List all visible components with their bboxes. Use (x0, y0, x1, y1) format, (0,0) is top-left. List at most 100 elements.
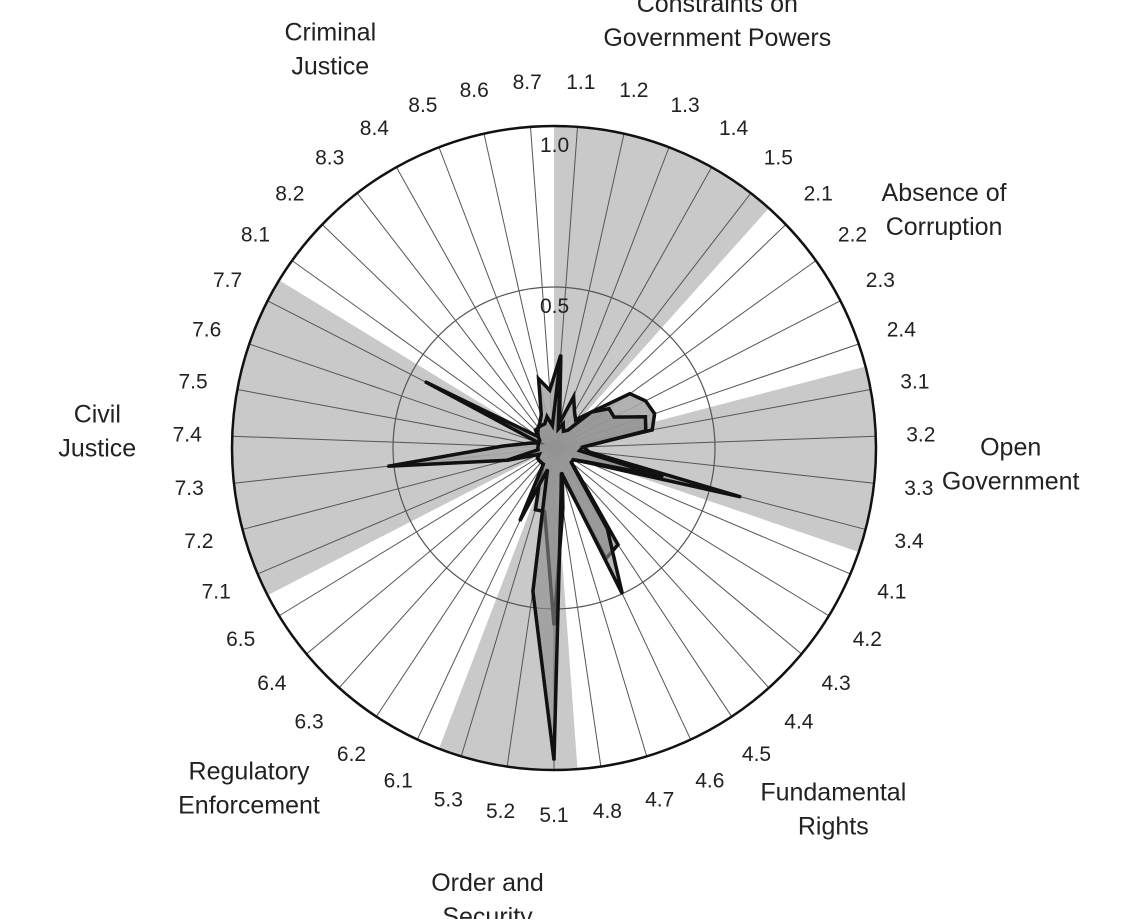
data-point-s2-2-4 (644, 416, 647, 418)
data-point-s1-8-2 (534, 429, 537, 431)
data-point-s2-1-3 (562, 423, 564, 425)
data-point-s2-4-1 (585, 461, 588, 463)
tick-label-1-5: 1.5 (764, 147, 793, 170)
data-point-s2-7-4 (537, 446, 539, 449)
tick-label-4-4: 4.4 (784, 710, 814, 733)
data-point-s1-1-3 (572, 396, 575, 398)
data-point-s1-1-4 (573, 410, 576, 413)
tick-label-2-4: 2.4 (887, 319, 917, 342)
tick-label-7-7: 7.7 (213, 269, 242, 292)
tick-label-2-1: 2.1 (804, 182, 833, 205)
tick-label-3-3: 3.3 (904, 477, 933, 500)
tick-label-6-2: 6.2 (337, 743, 366, 766)
grid-ring-outer (230, 124, 878, 772)
tick-label-1-4: 1.4 (719, 117, 749, 140)
data-point-s2-4-5 (606, 527, 609, 530)
data-point-s2-4-3 (570, 461, 573, 464)
data-point-s2-2-1 (590, 411, 592, 414)
data-point-s2-4-4 (576, 473, 579, 476)
tick-label-4-5: 4.5 (742, 743, 771, 766)
data-point-s2-7-6 (538, 442, 540, 444)
data-point-s2-7-1 (538, 453, 540, 456)
group-label-constraints-on-government-powers-line-1: Constraints on (637, 0, 798, 18)
tick-label-8-4: 8.4 (360, 117, 390, 140)
data-point-s1-8-6 (537, 378, 540, 380)
data-point-s2-3-2 (582, 446, 584, 448)
tick-label-1-1: 1.1 (566, 71, 595, 94)
tick-label-2-3: 2.3 (866, 269, 895, 292)
tick-label-7-4: 7.4 (173, 424, 203, 447)
data-point-s1-8-4 (539, 421, 541, 424)
tick-label-4-8: 4.8 (593, 800, 622, 823)
data-point-s1-1-5 (574, 419, 577, 421)
data-point-s2-4-7 (560, 471, 563, 474)
tick-label-3-4: 3.4 (894, 530, 924, 553)
data-point-s1-7-4 (501, 445, 504, 447)
data-point-s2-4-6 (621, 593, 624, 595)
group-label-order-and-security-line-1: Order and (431, 869, 544, 897)
tick-label-6-5: 6.5 (226, 628, 255, 651)
data-point-s1-4-5 (617, 543, 619, 546)
tick-label-3-1: 3.1 (900, 370, 929, 393)
tick-label-1-2: 1.2 (619, 79, 648, 102)
tick-label-7-6: 7.6 (192, 319, 221, 342)
data-point-s1-7-5 (527, 442, 530, 445)
tick-label-4-7: 4.7 (645, 788, 674, 811)
data-point-s2-8-1 (537, 436, 540, 438)
data-point-s2-1-5 (567, 429, 569, 432)
tick-label-5-3: 5.3 (434, 788, 463, 811)
data-point-s2-8-3 (537, 426, 540, 429)
tick-label-6-3: 6.3 (294, 710, 323, 733)
data-point-s1-3-4 (740, 496, 742, 498)
tick-label-4-2: 4.2 (853, 628, 882, 651)
group-label-regulatory-enforcement: Regulatory Enforcement (178, 757, 320, 819)
group-label-regulatory-enforcement-line-1: Regulatory (189, 757, 310, 785)
data-point-s2-6-2 (542, 463, 545, 465)
tick-label-3-2: 3.2 (906, 424, 935, 447)
group-label-constraints-on-government-powers: Constraints on Government Powers (603, 0, 831, 52)
ring-label-0-5: 0.5 (540, 295, 569, 318)
tick-label-8-5: 8.5 (408, 94, 437, 117)
data-point-s2-3-1 (645, 430, 647, 432)
group-label-civil-justice: Civil Justice (58, 400, 136, 462)
tick-label-7-3: 7.3 (175, 477, 204, 500)
tick-label-8-7: 8.7 (513, 71, 542, 94)
group-label-absence-of-corruption: Absence of Corruption (882, 179, 1007, 241)
tick-label-8-2: 8.2 (275, 182, 304, 205)
tick-label-5-1: 5.1 (539, 804, 568, 827)
tick-label-7-2: 7.2 (184, 530, 213, 553)
tick-label-2-2: 2.2 (838, 224, 867, 247)
tick-label-8-1: 8.1 (241, 224, 270, 247)
data-point-s2-1-1 (560, 354, 562, 356)
data-point-s2-6-4 (538, 459, 540, 462)
tick-label-7-5: 7.5 (178, 370, 207, 393)
tick-label-4-6: 4.6 (695, 769, 724, 792)
data-point-s2-8-4 (540, 424, 543, 427)
data-point-s2-6-5 (536, 457, 539, 459)
shaded-sector-constraints-on-government-powers (554, 126, 769, 448)
group-label-open-government: Open Government (942, 434, 1080, 496)
group-label-absence-of-corruption-line-2: Corruption (886, 213, 1003, 241)
data-point-s1-7-3 (386, 465, 389, 468)
data-point-s2-7-3 (537, 449, 539, 451)
tick-label-6-4: 6.4 (257, 672, 287, 695)
group-label-regulatory-enforcement-line-2: Enforcement (178, 791, 320, 819)
group-label-fundamental-rights-line-2: Rights (798, 813, 869, 841)
data-point-s2-5-1 (553, 759, 555, 762)
group-label-civil-justice-line-1: Civil (74, 400, 121, 428)
data-point-s2-5-2 (532, 590, 534, 593)
data-point-s2-7-7 (538, 439, 541, 442)
data-point-s1-7-7 (424, 380, 426, 383)
data-point-s1-3-1 (651, 429, 653, 431)
group-label-order-and-security-line-2: Security (442, 903, 533, 919)
data-point-s2-8-7 (551, 424, 554, 427)
data-point-s2-6-3 (540, 461, 542, 464)
group-label-criminal-justice-line-1: Criminal (284, 19, 376, 47)
group-label-constraints-on-government-powers-line-2: Government Powers (603, 24, 831, 52)
tick-label-8-3: 8.3 (315, 147, 344, 170)
data-point-s2-8-5 (544, 423, 546, 425)
group-label-civil-justice-line-2: Justice (58, 434, 136, 462)
group-label-fundamental-rights: Fundamental Rights (760, 779, 906, 841)
